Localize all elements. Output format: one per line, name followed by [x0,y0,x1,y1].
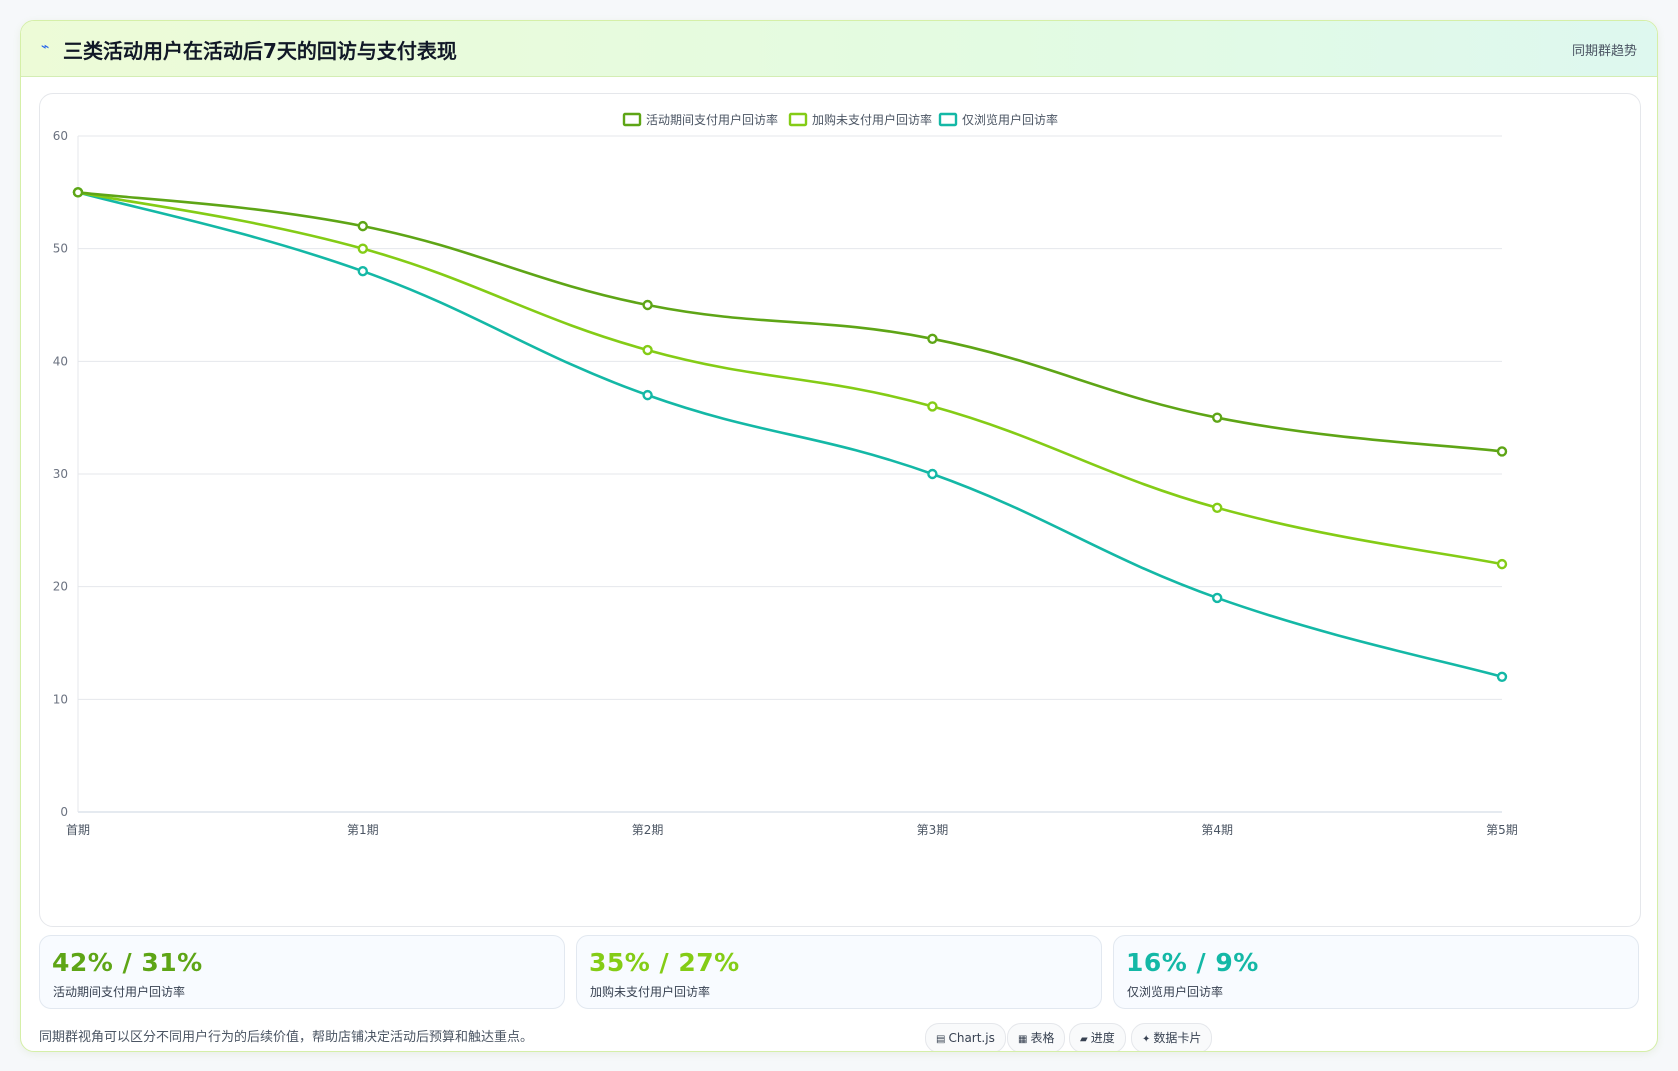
y-tick-label: 60 [53,129,68,143]
footnote: 同期群视角可以区分不同用户行为的后续价值，帮助店铺决定活动后预算和触达重点。 [39,1030,534,1045]
x-tick-label: 第1期 [347,823,379,837]
legend-label: 仅浏览用户回访率 [962,112,1058,127]
data-point [72,187,84,198]
chart-icon: ▤ [936,1034,946,1045]
x-tick-label: 第4期 [1201,823,1233,837]
chart-panel: ⌁ 三类活动用户在活动后7天的回访与支付表现 同期群趋势 0 10 20 30 40 50… [20,20,1658,1052]
data-point [642,344,653,356]
legend-swatch [622,112,642,127]
badge-table[interactable]: ▦ 表格 [1007,1023,1066,1051]
series-line [77,191,1503,453]
card-label: 加购未支付用户回访率 [590,985,711,999]
x-tick-label: 第3期 [917,823,949,837]
card-label: 活动期间支付用户回访率 [53,985,186,999]
progress-icon: ▰ [1080,1034,1088,1045]
legend-swatch [788,112,808,127]
data-point [1496,671,1508,682]
summary-card: 42% / 31% 活动期间支付用户回访率 [39,935,565,1009]
data-point [357,243,368,254]
sparkle-icon: ✦ [1142,1034,1151,1045]
data-point [927,468,938,480]
badge-chartjs[interactable]: ▤ Chart.js [925,1023,1006,1051]
data-point [642,299,653,311]
page-title: 三类活动用户在活动后7天的回访与支付表现 [63,39,457,63]
y-tick-label: 10 [53,692,68,706]
badge-progress[interactable]: ▰ 进度 [1069,1023,1126,1051]
legend-label: 活动期间支付用户回访率 [646,112,778,127]
data-point [1211,412,1223,423]
data-point [927,401,938,412]
lightning-icon: ⌁ [41,39,50,55]
series-line [77,191,1503,679]
data-point [357,220,368,232]
legend-label: 加购未支付用户回访率 [812,112,932,127]
data-point [642,389,653,401]
line-chart: 0 10 20 30 40 50 60 首期 第1期 第2期 第3期 第4期 第5期 活动期间支付用户回访… [53,112,1518,837]
legend-swatch [938,112,958,127]
table-icon: ▦ [1018,1034,1028,1045]
header-tag: 同期群趋势 [1571,44,1637,59]
badge-label: 表格 [1030,1031,1055,1045]
series-line [77,191,1503,566]
card-label: 仅浏览用户回访率 [1127,985,1224,999]
x-tick-label: 第5期 [1486,823,1518,837]
data-point [1211,592,1223,604]
badge-label: 进度 [1090,1031,1115,1045]
card-value: 16% / 9% [1126,948,1259,977]
summary-card: 35% / 27% 加购未支付用户回访率 [576,935,1102,1009]
chart-container: 0 10 20 30 40 50 60 首期 第1期 第2期 第3期 第4期 第5期 活动期间支付用户回访… [39,93,1641,927]
card-value: 42% / 31% [52,948,203,977]
badge-label: 数据卡片 [1153,1031,1202,1045]
data-point [357,265,368,277]
y-tick-label: 30 [53,467,68,481]
y-tick-label: 20 [53,580,68,594]
summary-card: 16% / 9% 仅浏览用户回访率 [1113,935,1639,1009]
y-tick-label: 50 [53,242,68,256]
x-tick-label: 首期 [66,823,90,837]
badge-data-card[interactable]: ✦ 数据卡片 [1131,1023,1213,1051]
y-tick-label: 0 [60,805,68,819]
badge-label: Chart.js [948,1031,995,1045]
data-point [1496,446,1508,457]
panel-header: ⌁ 三类活动用户在活动后7天的回访与支付表现 同期群趋势 [21,21,1657,77]
data-point [927,333,938,345]
data-point [1496,558,1508,570]
data-point [1211,502,1223,513]
x-tick-label: 第2期 [632,823,664,837]
y-tick-label: 40 [53,354,68,368]
card-value: 35% / 27% [589,948,740,977]
